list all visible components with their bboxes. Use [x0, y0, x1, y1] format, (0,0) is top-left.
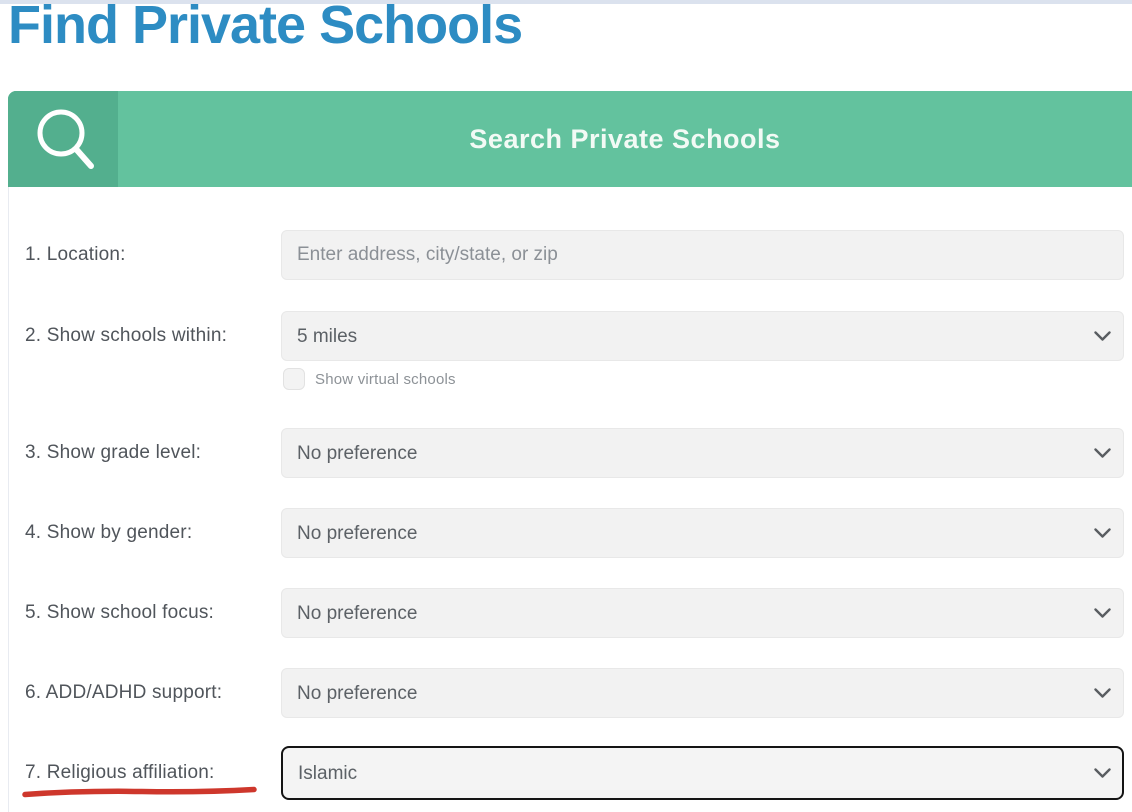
- form-row-gender: 4. Show by gender: No preference: [8, 508, 1124, 558]
- search-icon: [37, 109, 94, 169]
- form-row-location: 1. Location:: [8, 230, 1124, 280]
- adhd-support-select[interactable]: No preference: [281, 668, 1124, 718]
- gender-select[interactable]: No preference: [281, 508, 1124, 558]
- religious-affiliation-label: 7. Religious affiliation:: [25, 762, 215, 783]
- form-row-adhd-support: 6. ADD/ADHD support: No preference: [8, 668, 1124, 718]
- form-row-religious-affiliation: 7. Religious affiliation: Islamic: [8, 746, 1124, 800]
- school-focus-label: 5. Show school focus:: [25, 602, 215, 623]
- form-row-grade-level: 3. Show grade level: No preference: [8, 428, 1124, 478]
- container-left-border: [8, 187, 9, 812]
- location-input[interactable]: [281, 230, 1124, 280]
- virtual-schools-label: Show virtual schools: [315, 370, 456, 388]
- search-icon-cell: [8, 91, 118, 187]
- location-label: 1. Location:: [25, 244, 126, 265]
- grade-level-label: 3. Show grade level:: [25, 442, 202, 463]
- school-focus-select[interactable]: No preference: [281, 588, 1124, 638]
- distance-select[interactable]: 5 miles: [281, 311, 1124, 361]
- grade-level-select[interactable]: No preference: [281, 428, 1124, 478]
- religious-affiliation-select[interactable]: Islamic: [281, 746, 1124, 800]
- virtual-schools-checkbox-row: Show virtual schools: [283, 367, 456, 391]
- panel-title: Search Private Schools: [469, 123, 781, 154]
- form-row-school-focus: 5. Show school focus: No preference: [8, 588, 1124, 638]
- top-border-strip: [0, 0, 1132, 4]
- page-title: Find Private Schools: [8, 0, 523, 55]
- virtual-schools-checkbox[interactable]: [283, 368, 305, 390]
- search-panel-header: Search Private Schools: [8, 91, 1132, 187]
- distance-label: 2. Show schools within:: [25, 325, 228, 346]
- gender-label: 4. Show by gender:: [25, 522, 193, 543]
- form-row-distance: 2. Show schools within: 5 miles: [8, 311, 1124, 361]
- adhd-support-label: 6. ADD/ADHD support:: [25, 682, 223, 703]
